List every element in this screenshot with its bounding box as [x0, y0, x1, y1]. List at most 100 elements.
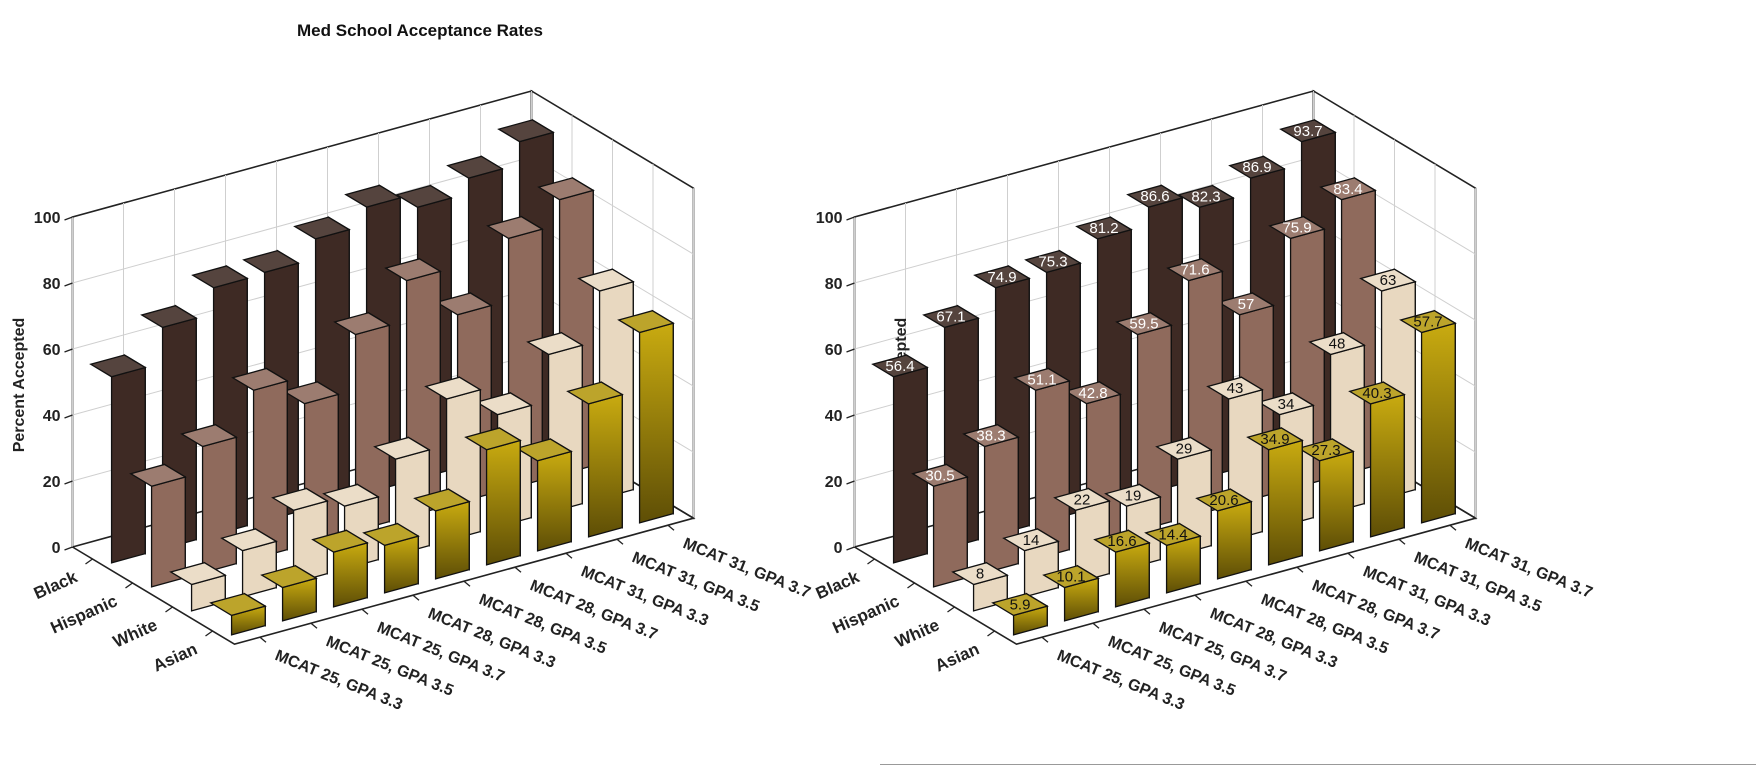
category-tick — [463, 580, 471, 587]
bar-top-face — [1348, 381, 1406, 405]
bar-top-face — [140, 305, 198, 329]
y-tick — [64, 480, 73, 485]
data-label: 34 — [1278, 396, 1295, 413]
data-label: 34.9 — [1260, 431, 1289, 448]
category-tick — [1245, 580, 1253, 587]
y-tick — [64, 546, 73, 551]
data-label: 83.4 — [1333, 181, 1362, 198]
data-label: 14.4 — [1158, 526, 1187, 543]
bar-top-face — [1297, 438, 1355, 462]
bar-asian-mcat-25-gpa-3-5 — [260, 564, 318, 622]
bar-white-mcat-25-gpa-3-5: 14 — [1002, 527, 1060, 598]
bar-white-mcat-25-gpa-3-5 — [220, 527, 278, 598]
bar-top-face — [1359, 268, 1417, 292]
series-tick — [165, 606, 173, 613]
bar-black-mcat-25-gpa-3-3 — [89, 353, 147, 564]
bar-asian-mcat-28-gpa-3-5: 20.6 — [1195, 488, 1253, 580]
y-tick-label: 0 — [834, 540, 843, 557]
bar-top-face — [362, 522, 420, 547]
bar-top-face — [475, 392, 533, 416]
data-label: 86.6 — [1140, 188, 1169, 205]
series-tick — [125, 582, 133, 589]
series-label-black: Black — [31, 567, 81, 603]
bar-asian-mcat-25-gpa-3-7 — [311, 529, 369, 608]
data-label: 30.5 — [925, 467, 954, 484]
data-label: 51.1 — [1027, 371, 1056, 388]
category-tick — [514, 566, 522, 573]
data-label: 16.6 — [1107, 533, 1136, 550]
series-label-white: White — [892, 615, 942, 651]
bar-top-face — [1228, 155, 1286, 179]
category-tick — [1143, 608, 1151, 615]
data-label: 67.1 — [936, 309, 965, 326]
bar-asian-mcat-31-gpa-3-5: 40.3 — [1348, 381, 1406, 538]
data-label: 59.5 — [1129, 316, 1158, 333]
bar-front-face — [536, 450, 572, 552]
bar-top-face — [617, 310, 675, 334]
bar-top-face — [1399, 310, 1457, 334]
bar-top-face — [129, 463, 187, 487]
data-label: 82.3 — [1191, 188, 1220, 205]
bar-asian-mcat-31-gpa-3-3 — [515, 437, 573, 552]
series-tick — [867, 558, 875, 565]
data-label: 20.6 — [1209, 492, 1238, 509]
bar-hispanic-mcat-25-gpa-3-7 — [231, 367, 289, 560]
bar-top-face — [395, 184, 453, 208]
bar-top-face — [577, 268, 635, 292]
bar-hispanic-mcat-28-gpa-3-5: 59.5 — [1115, 311, 1173, 532]
bar-front-face — [1318, 450, 1354, 552]
bar-asian-mcat-31-gpa-3-5 — [566, 381, 624, 538]
bar-top-face — [271, 487, 329, 511]
y-tick — [64, 348, 73, 353]
bar-top-face — [1002, 528, 1060, 552]
bar-front-face — [1114, 541, 1150, 608]
bar-front-face — [1216, 500, 1252, 580]
category-tick — [565, 552, 573, 559]
y-axis: 0 20 40 60 80 100 Percent Accepted — [11, 210, 73, 557]
bar-top-face — [1144, 522, 1202, 547]
y-tick — [64, 216, 73, 221]
bar-white-mcat-25-gpa-3-3: 8 — [951, 561, 1009, 612]
bar-asian-mcat-28-gpa-3-3 — [362, 522, 420, 594]
bar-top-face — [333, 312, 391, 336]
bar-front-face — [485, 439, 521, 566]
category-tick — [1347, 552, 1355, 559]
series-tick — [907, 582, 915, 589]
y-tick — [846, 546, 855, 551]
bar-top-face — [1166, 258, 1224, 282]
bar-asian-mcat-25-gpa-3-3: 5.9 — [991, 592, 1049, 636]
bar-top-face — [1206, 376, 1264, 400]
bar-top-face — [1104, 483, 1162, 507]
data-label: 71.6 — [1180, 262, 1209, 279]
y-tick-label: 80 — [825, 276, 843, 293]
bar-asian-mcat-28-gpa-3-7: 34.9 — [1246, 426, 1304, 566]
bar-top-face — [537, 177, 595, 201]
bar-front-face — [638, 322, 674, 524]
y-tick-label: 60 — [43, 342, 61, 359]
bar-top-face — [1246, 427, 1304, 451]
series-tick — [85, 558, 93, 565]
bar-asian-mcat-28-gpa-3-5 — [413, 488, 471, 580]
bar-front-face — [201, 436, 237, 574]
bar-top-face — [922, 305, 980, 329]
bar-top-face — [231, 367, 289, 391]
series-label-asian: Asian — [150, 639, 200, 675]
series-label-hispanic: Hispanic — [48, 591, 120, 637]
bar-top-face — [1177, 184, 1235, 208]
y-axis-label: Percent Accepted — [11, 318, 28, 453]
bar-top-face — [191, 265, 249, 289]
bar-front-face — [434, 500, 470, 580]
bar-black-mcat-25-gpa-3-3: 56.4 — [871, 353, 929, 564]
bar-top-face — [1308, 332, 1366, 356]
bar-top-face — [282, 381, 340, 405]
bar-top-face — [1053, 487, 1111, 511]
data-label: 75.9 — [1282, 220, 1311, 237]
bar-asian-mcat-31-gpa-3-7 — [617, 309, 675, 524]
bar-top-face — [871, 354, 929, 378]
bar-top-face — [446, 155, 504, 179]
bar-hispanic-mcat-25-gpa-3-3 — [129, 463, 187, 588]
bar-top-face — [566, 381, 624, 405]
bar-top-face — [424, 376, 482, 400]
